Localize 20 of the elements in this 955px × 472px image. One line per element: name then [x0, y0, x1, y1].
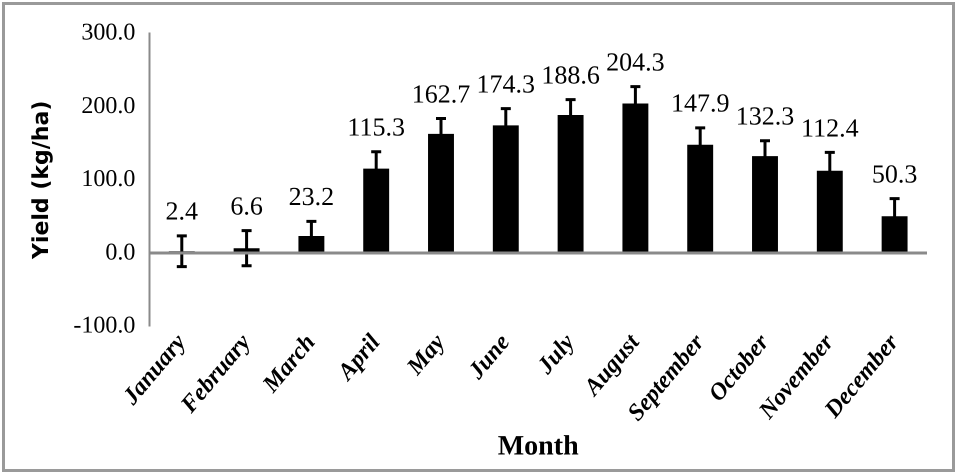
data-label: 147.9	[670, 88, 730, 118]
data-label: 188.6	[541, 60, 600, 90]
y-tick-label: 100.0	[81, 166, 136, 192]
data-label: 6.6	[230, 191, 263, 220]
y-axis-title: Yield (kg/ha)	[28, 100, 54, 260]
data-label: 162.7	[412, 79, 470, 108]
data-label: 204.3	[606, 47, 665, 76]
y-tick-label: -100.0	[73, 312, 136, 339]
data-label: 2.4	[166, 196, 198, 226]
data-label: 23.2	[288, 182, 334, 212]
x-tick-label: July	[532, 329, 580, 380]
y-tick-label: 300.0	[81, 20, 136, 46]
data-label: 132.3	[736, 102, 794, 131]
y-tick-label: 0.0	[105, 239, 136, 266]
data-label: 112.4	[801, 113, 859, 142]
data-label: 115.3	[347, 112, 405, 142]
y-tick-label: 200.0	[81, 92, 136, 119]
x-axis-title: Month	[498, 430, 580, 462]
data-label: 174.3	[476, 69, 536, 98]
data-label: 50.3	[872, 159, 918, 188]
